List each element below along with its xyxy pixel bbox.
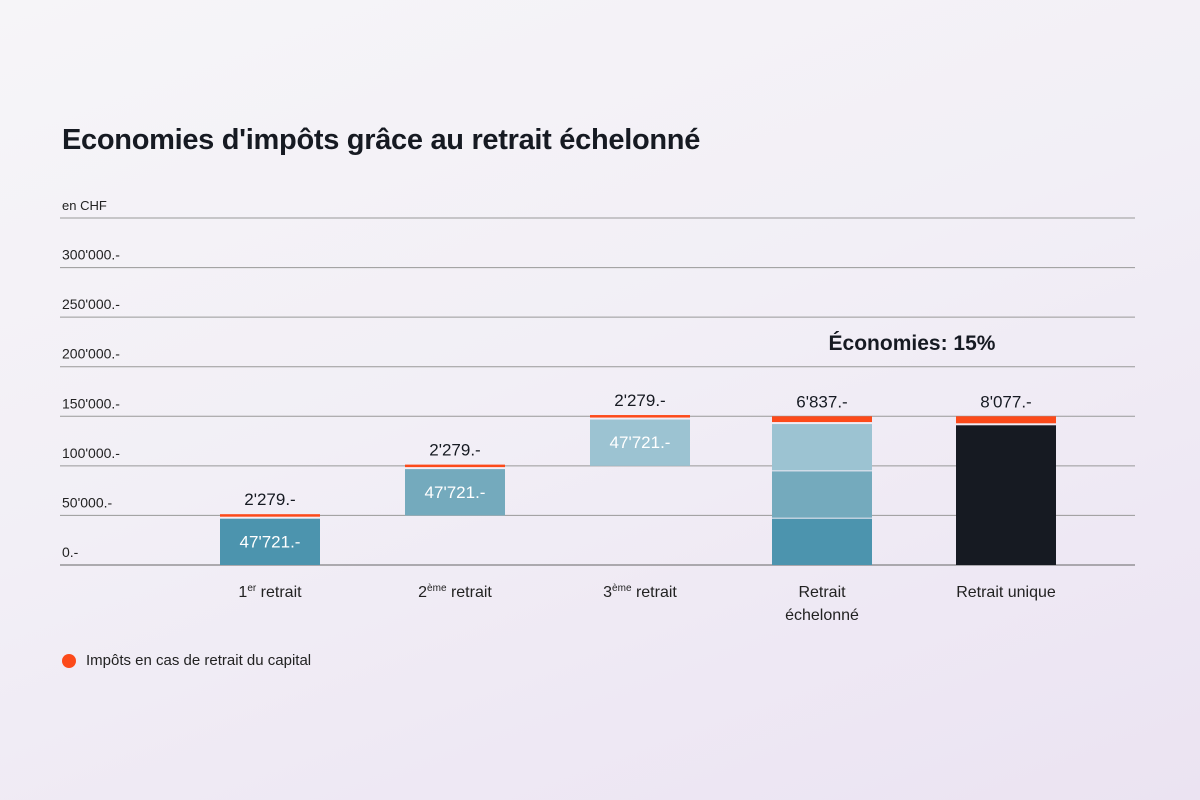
- legend-label-tax: Impôts en cas de retrait du capital: [86, 652, 312, 669]
- legend: Impôts en cas de retrait du capital: [62, 652, 311, 669]
- x-tick-label: échelonné: [785, 607, 859, 624]
- bar-segment: [772, 518, 872, 565]
- tax-segment: [772, 416, 872, 423]
- x-tick-label: 3ème retrait: [603, 583, 677, 601]
- x-tick-label: Retrait: [798, 584, 846, 601]
- y-axis-unit-label: en CHF: [62, 198, 107, 213]
- y-tick-label: 300'000.-: [62, 247, 120, 263]
- bar-segment-label: 47'721.-: [610, 433, 671, 452]
- y-tick-label: 100'000.-: [62, 445, 120, 461]
- x-tick-label: Retrait unique: [956, 584, 1056, 601]
- bar-segment: [405, 469, 505, 516]
- bar-segment: [220, 518, 320, 565]
- chart-title: Economies d'impôts grâce au retrait éche…: [62, 124, 701, 156]
- savings-annotation: Économies: 15%: [829, 332, 996, 355]
- bar-segment: [772, 424, 872, 471]
- tax-segment: [220, 514, 320, 517]
- tax-value-label: 2'279.-: [244, 490, 295, 509]
- bar-segment-label: 47'721.-: [240, 532, 301, 551]
- tax-value-label: 8'077.-: [980, 392, 1031, 411]
- y-tick-label: 150'000.-: [62, 395, 120, 411]
- y-tick-label: 200'000.-: [62, 346, 120, 362]
- y-tick-label: 50'000.-: [62, 494, 112, 510]
- y-tick-label: 0.-: [62, 544, 79, 560]
- legend-swatch-tax: [62, 653, 76, 668]
- tax-value-label: 2'279.-: [429, 441, 480, 460]
- tax-value-label: 2'279.-: [614, 391, 665, 410]
- bar-segment-label: 47'721.-: [425, 483, 486, 502]
- y-tick-label: 250'000.-: [62, 296, 120, 312]
- tax-segment: [956, 416, 1056, 424]
- x-tick-label: 1er retrait: [238, 583, 302, 601]
- tax-value-label: 6'837.-: [796, 392, 847, 411]
- bar-segment: [590, 419, 690, 466]
- tax-segment: [405, 464, 505, 468]
- x-tick-label: 2ème retrait: [418, 583, 492, 601]
- bar-segment: [956, 425, 1056, 565]
- bar-segment: [772, 471, 872, 518]
- tax-segment: [590, 415, 690, 418]
